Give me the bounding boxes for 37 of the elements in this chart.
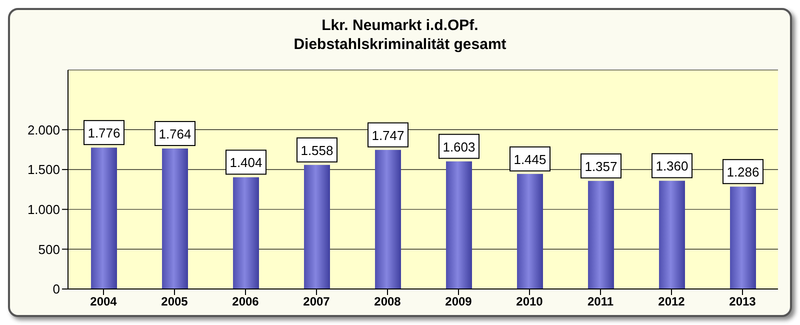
data-label: 1.404 [230,155,262,170]
x-tick-label: 2012 [658,294,686,309]
x-tick-label: 2009 [445,294,472,309]
chart-subtitle: Diebstahlskriminalität gesamt [292,35,508,54]
x-tick-label: 2013 [729,294,756,309]
y-tick-label: 1.500 [27,162,60,178]
x-tick-label: 2004 [90,294,118,309]
data-label: 1.776 [88,126,120,141]
data-label: 1.360 [656,158,688,174]
data-label: 1.603 [442,139,476,154]
bar [446,161,472,289]
bar [304,164,330,289]
x-tick-label: 2010 [516,294,544,309]
x-tick-label: 2007 [303,294,330,309]
chart-title: Lkr. Neumarkt i.d.OPf. [320,16,480,35]
bar [375,150,401,289]
y-tick-label: 0 [52,282,60,297]
bar [162,148,188,289]
data-label: 1.445 [514,152,546,167]
x-tick-label: 2005 [161,294,188,309]
data-label: 1.357 [584,158,618,174]
bar [588,180,614,289]
data-label: 1.764 [158,126,192,142]
bar [517,174,543,289]
bar [91,148,117,289]
y-tick-label: 500 [38,242,60,257]
x-tick-label: 2011 [587,294,614,309]
x-tick-label: 2006 [232,294,260,309]
bar [659,180,685,289]
data-label: 1.558 [300,142,334,158]
bar [233,177,259,289]
data-label: 1.286 [726,164,760,180]
bar [730,186,756,289]
x-tick-label: 2008 [374,294,402,309]
y-tick-label: 2.000 [27,122,60,138]
y-tick-label: 1.000 [27,202,60,217]
data-label: 1.747 [372,128,404,143]
